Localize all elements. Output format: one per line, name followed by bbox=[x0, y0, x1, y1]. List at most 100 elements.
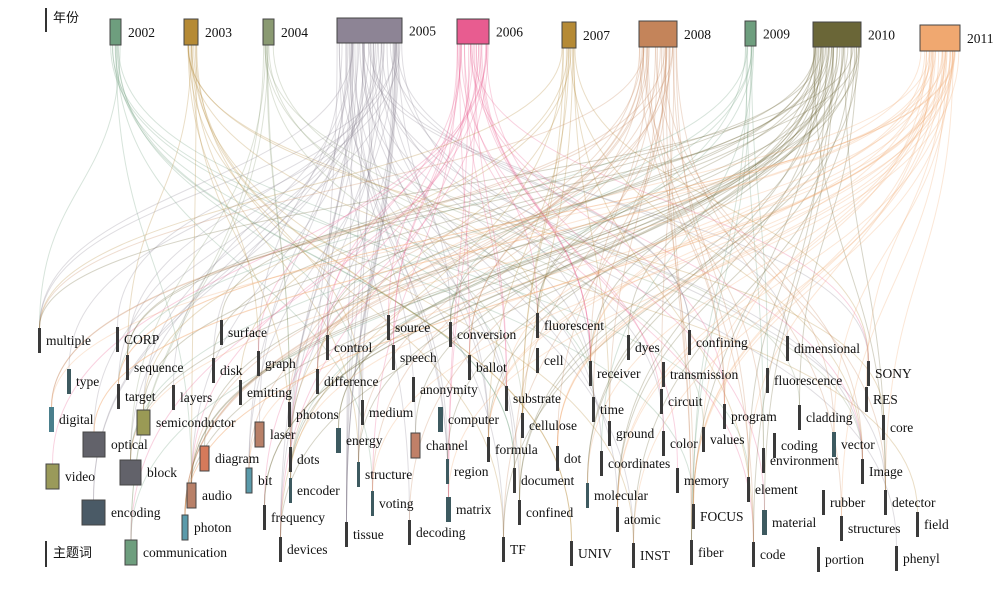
topic-node-matrix[interactable] bbox=[446, 497, 451, 522]
topic-node-inst[interactable] bbox=[632, 543, 635, 568]
year-node-2007[interactable] bbox=[561, 21, 577, 49]
topic-node-semiconductor[interactable] bbox=[136, 409, 151, 436]
topic-node-ground[interactable] bbox=[608, 421, 611, 446]
topic-node-vector[interactable] bbox=[832, 432, 836, 457]
topic-node-program[interactable] bbox=[723, 404, 726, 429]
year-node-2004[interactable] bbox=[262, 18, 275, 46]
topic-node-encoder[interactable] bbox=[289, 478, 292, 503]
topic-node-communication[interactable] bbox=[124, 539, 138, 566]
topic-node-laser[interactable] bbox=[254, 421, 265, 448]
topic-node-corp[interactable] bbox=[116, 327, 119, 352]
topic-node-graph[interactable] bbox=[257, 351, 260, 376]
topic-node-channel[interactable] bbox=[410, 432, 421, 459]
topic-node-decoding[interactable] bbox=[408, 520, 411, 545]
topic-node-phenyl[interactable] bbox=[895, 546, 898, 571]
topic-node-coordinates[interactable] bbox=[600, 451, 603, 476]
topic-node-cellulose[interactable] bbox=[521, 413, 524, 438]
topic-node-structure[interactable] bbox=[357, 462, 360, 487]
topic-node-tf[interactable] bbox=[502, 537, 505, 562]
topic-node-image[interactable] bbox=[861, 459, 864, 484]
topic-node-region[interactable] bbox=[446, 459, 449, 484]
topic-node-type[interactable] bbox=[67, 369, 71, 394]
topic-node-confined[interactable] bbox=[518, 500, 521, 525]
topic-node-digital[interactable] bbox=[49, 407, 54, 432]
topic-node-univ[interactable] bbox=[570, 541, 573, 566]
topic-node-dot[interactable] bbox=[556, 446, 559, 471]
topic-node-confining[interactable] bbox=[688, 330, 691, 355]
topic-node-disk[interactable] bbox=[212, 358, 215, 383]
topic-node-structures[interactable] bbox=[840, 516, 843, 541]
topic-node-dots[interactable] bbox=[289, 447, 292, 472]
topic-node-medium[interactable] bbox=[361, 400, 364, 425]
year-node-2003[interactable] bbox=[183, 18, 199, 46]
topic-node-environment[interactable] bbox=[762, 448, 765, 473]
topic-node-fiber[interactable] bbox=[690, 540, 693, 565]
topic-node-speech[interactable] bbox=[392, 345, 395, 370]
topic-node-memory[interactable] bbox=[676, 468, 679, 493]
topic-node-values[interactable] bbox=[702, 427, 705, 452]
topic-node-formula[interactable] bbox=[487, 437, 490, 462]
year-node-2011[interactable] bbox=[919, 24, 961, 52]
topic-node-core[interactable] bbox=[882, 415, 885, 440]
topic-node-photons[interactable] bbox=[288, 402, 291, 427]
topic-node-focus[interactable] bbox=[692, 504, 695, 529]
topic-node-res[interactable] bbox=[865, 387, 868, 412]
topic-node-surface[interactable] bbox=[220, 320, 223, 345]
topic-node-layers[interactable] bbox=[172, 385, 175, 410]
topic-node-fluorescence[interactable] bbox=[766, 368, 769, 393]
topic-node-molecular[interactable] bbox=[586, 483, 589, 508]
topic-node-rubber[interactable] bbox=[822, 490, 825, 515]
topic-node-fluorescent[interactable] bbox=[536, 313, 539, 338]
topic-node-element[interactable] bbox=[747, 477, 750, 502]
topic-node-difference[interactable] bbox=[316, 369, 319, 394]
topic-node-voting[interactable] bbox=[371, 491, 374, 516]
topic-node-ballot[interactable] bbox=[468, 355, 471, 380]
topic-node-video[interactable] bbox=[45, 463, 60, 490]
topic-node-detector[interactable] bbox=[884, 490, 887, 515]
topic-node-audio[interactable] bbox=[186, 482, 197, 509]
topic-node-block[interactable] bbox=[119, 459, 142, 486]
topic-node-emitting[interactable] bbox=[239, 380, 242, 405]
topic-node-field[interactable] bbox=[916, 512, 919, 537]
topic-node-circuit[interactable] bbox=[660, 389, 663, 414]
year-node-2002[interactable] bbox=[109, 18, 122, 46]
topic-node-dimensional[interactable] bbox=[786, 336, 789, 361]
topic-node-photon[interactable] bbox=[181, 514, 189, 541]
topic-node-sony[interactable] bbox=[867, 361, 870, 386]
topic-node-energy[interactable] bbox=[336, 428, 341, 453]
topic-node-cladding[interactable] bbox=[798, 405, 801, 430]
topic-node-target[interactable] bbox=[117, 384, 120, 409]
topic-node-diagram[interactable] bbox=[199, 445, 210, 472]
topic-node-document[interactable] bbox=[513, 468, 516, 493]
year-node-2005[interactable] bbox=[336, 17, 403, 44]
year-node-2008[interactable] bbox=[638, 20, 678, 48]
topic-node-receiver[interactable] bbox=[589, 361, 592, 386]
topic-node-color[interactable] bbox=[662, 431, 665, 456]
topic-node-anonymity[interactable] bbox=[412, 377, 415, 402]
topic-node-devices[interactable] bbox=[279, 537, 282, 562]
topic-node-substrate[interactable] bbox=[505, 386, 508, 411]
topic-node-source[interactable] bbox=[387, 315, 390, 340]
topic-node-encoding[interactable] bbox=[81, 499, 106, 526]
topic-node-optical[interactable] bbox=[82, 431, 106, 458]
topic-node-code[interactable] bbox=[752, 542, 755, 567]
topic-node-material[interactable] bbox=[762, 510, 767, 535]
topic-node-multiple[interactable] bbox=[38, 328, 41, 353]
topic-node-portion[interactable] bbox=[817, 547, 820, 572]
year-node-2009[interactable] bbox=[744, 20, 757, 47]
topic-node-frequency[interactable] bbox=[263, 505, 266, 530]
topic-node-sequence[interactable] bbox=[126, 355, 129, 380]
topic-node-computer[interactable] bbox=[438, 407, 443, 432]
topic-node-transmission[interactable] bbox=[662, 362, 665, 387]
topic-node-atomic[interactable] bbox=[616, 507, 619, 532]
year-node-2010[interactable] bbox=[812, 21, 862, 48]
topic-node-dyes[interactable] bbox=[627, 335, 630, 360]
topic-node-control[interactable] bbox=[326, 335, 329, 360]
topic-node-coding[interactable] bbox=[773, 433, 776, 458]
topic-node-time[interactable] bbox=[592, 397, 595, 422]
topic-node-cell[interactable] bbox=[536, 348, 539, 373]
topic-node-conversion[interactable] bbox=[449, 322, 452, 347]
topic-node-tissue[interactable] bbox=[345, 522, 348, 547]
topic-node-bit[interactable] bbox=[245, 467, 253, 494]
year-node-2006[interactable] bbox=[456, 18, 490, 45]
